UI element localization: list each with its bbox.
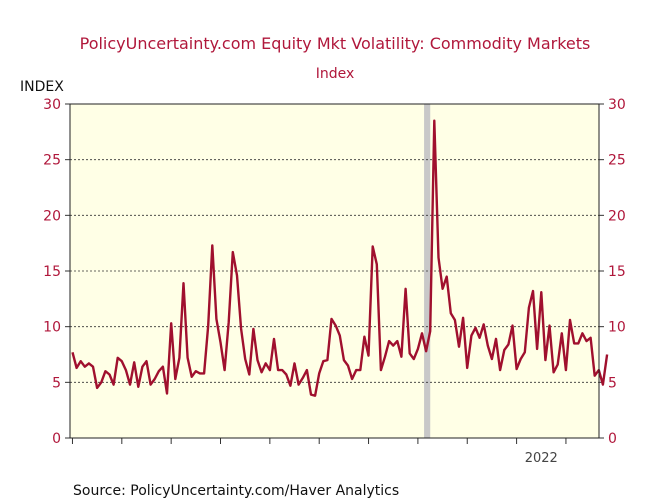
y-tick-label-left: 20	[43, 208, 61, 224]
plot-border	[69, 103, 600, 439]
y-tick-label-right: 25	[608, 153, 626, 169]
y-tick-label-right: 5	[608, 375, 617, 391]
y-tick-label-left: 0	[52, 431, 61, 447]
y-tick-label-right: 20	[608, 208, 626, 224]
chart-subtitle: Index	[315, 66, 355, 82]
chart-title: PolicyUncertainty.com Equity Mkt Volatil…	[79, 34, 591, 53]
y-tick-label-left: 5	[52, 375, 61, 391]
y-tick-label-left: 15	[43, 264, 61, 280]
y-tick-label-right: 0	[608, 431, 617, 447]
y-tick-label-left: 25	[43, 153, 61, 169]
gridlines-group	[70, 159, 599, 383]
series-line-group	[71, 119, 609, 397]
x-tick-label: 2022	[525, 451, 558, 466]
y-tick-label-right: 15	[608, 264, 626, 280]
y-axis-unit-label: INDEX	[20, 79, 64, 95]
y-tick-label-left: 30	[43, 97, 61, 113]
y-tick-label-right: 10	[608, 320, 626, 336]
source-note: Source: PolicyUncertainty.com/Haver Anal…	[73, 483, 400, 499]
ticks-group: 0 0 5 5 10 10 15 15 20 20 25 25 30 30 2022	[43, 97, 626, 466]
series-line	[71, 119, 609, 397]
y-tick-label-left: 10	[43, 320, 61, 336]
y-tick-label-right: 30	[608, 97, 626, 113]
